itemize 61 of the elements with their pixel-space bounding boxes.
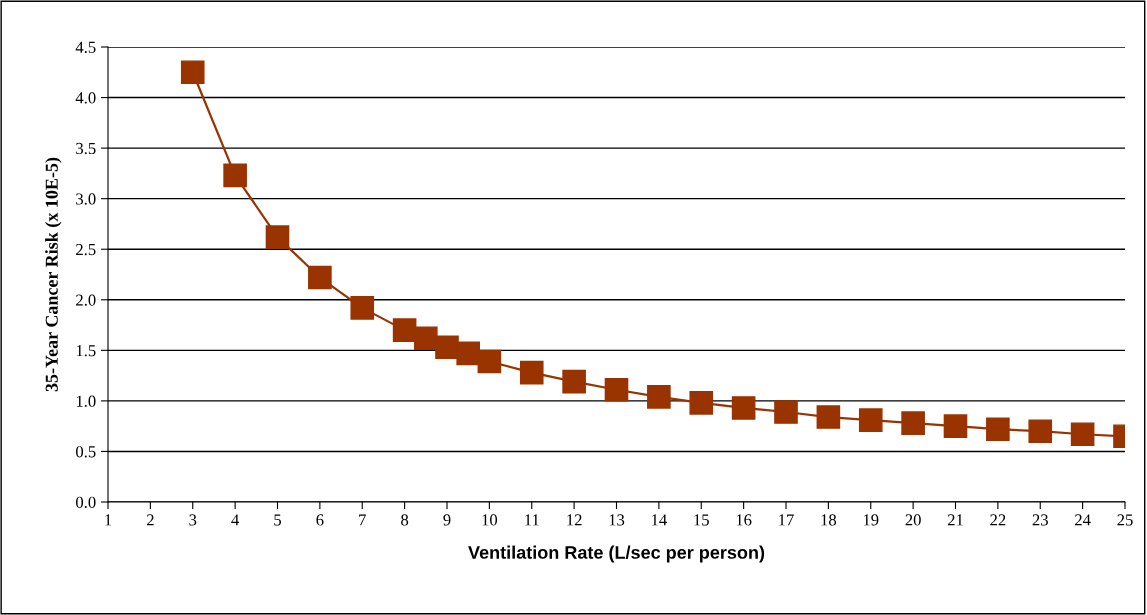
point bbox=[265, 225, 290, 249]
x-tick-label: 4 bbox=[231, 514, 240, 526]
x-tick-label: 24 bbox=[1075, 514, 1091, 526]
x-tick-label: 8 bbox=[401, 514, 409, 526]
y-tick-label: 1.0 bbox=[76, 395, 96, 407]
x-tick-label: 13 bbox=[609, 514, 625, 526]
x-tick-label: 18 bbox=[821, 514, 837, 526]
y-tick-label: 0.5 bbox=[76, 446, 96, 458]
y-axis-title: 35-Year Cancer Risk (x 10E-5) bbox=[45, 157, 62, 392]
point bbox=[562, 369, 586, 394]
x-tick-label: 25 bbox=[1117, 514, 1133, 526]
point bbox=[477, 349, 502, 374]
y-tick-label: 1.5 bbox=[76, 345, 96, 357]
y-tick-label: 3.0 bbox=[76, 193, 96, 205]
x-tick-label: 5 bbox=[274, 514, 282, 526]
point bbox=[392, 318, 417, 342]
y-tick-label: 2.5 bbox=[76, 243, 96, 256]
x-tick-label: 17 bbox=[779, 514, 794, 526]
point bbox=[647, 385, 671, 409]
y-tick-label: 4.5 bbox=[75, 41, 96, 54]
x-tick-label: 23 bbox=[1032, 514, 1048, 526]
point bbox=[901, 411, 925, 435]
point bbox=[456, 341, 480, 366]
x-tick-label: 19 bbox=[863, 514, 879, 526]
point bbox=[1070, 422, 1095, 447]
y-tick-label: 2.0 bbox=[76, 294, 96, 306]
point bbox=[604, 377, 629, 402]
x-axis-title: Ventilation Rate (L/sec per person) bbox=[468, 545, 765, 563]
x-tick-label: 12 bbox=[567, 514, 582, 526]
x-tick-label: 6 bbox=[316, 514, 324, 526]
y-tick-label: 3.5 bbox=[76, 142, 96, 155]
y-tick-label: 4.0 bbox=[75, 92, 96, 104]
point bbox=[986, 417, 1010, 442]
point bbox=[350, 296, 375, 320]
point bbox=[816, 405, 841, 429]
x-tick-label: 1 bbox=[105, 514, 112, 526]
point bbox=[731, 396, 756, 420]
point bbox=[308, 265, 332, 290]
point bbox=[1028, 419, 1053, 444]
point bbox=[414, 326, 438, 351]
x-tick-label: 2 bbox=[146, 514, 154, 526]
x-tick-label: 21 bbox=[947, 514, 963, 526]
point bbox=[223, 163, 247, 188]
y-tick-label: 0.0 bbox=[76, 496, 96, 509]
point bbox=[519, 360, 544, 385]
point bbox=[774, 400, 798, 424]
x-tick-label: 10 bbox=[482, 514, 498, 526]
x-tick-label: 3 bbox=[189, 514, 197, 526]
x-tick-label: 9 bbox=[443, 514, 451, 526]
point bbox=[943, 414, 968, 438]
x-tick-label: 20 bbox=[905, 514, 921, 526]
x-tick-label: 15 bbox=[694, 514, 709, 526]
point bbox=[180, 60, 205, 85]
point bbox=[858, 408, 883, 432]
x-tick-label: 14 bbox=[652, 514, 667, 526]
x-tick-label: 7 bbox=[359, 514, 366, 526]
x-tick-label: 22 bbox=[990, 514, 1006, 526]
x-tick-label: 11 bbox=[525, 514, 539, 526]
point bbox=[435, 335, 459, 360]
x-tick-label: 16 bbox=[736, 514, 752, 526]
point bbox=[689, 391, 714, 415]
